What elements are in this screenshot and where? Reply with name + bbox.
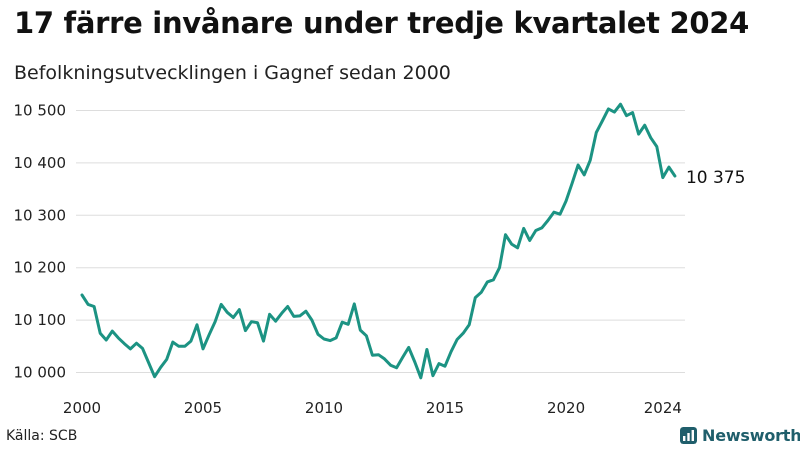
gridlines <box>76 109 685 374</box>
chart-title: 17 färre invånare under tredje kvartalet… <box>14 6 750 40</box>
x-tick-label: 2020 <box>547 399 585 417</box>
x-axis-ticks: 2000 2005 2010 2015 2020 2024 <box>63 399 682 417</box>
x-tick-label: 2000 <box>63 399 101 417</box>
y-tick-label: 10 200 <box>14 259 67 277</box>
y-tick-label: 10 500 <box>14 101 67 119</box>
brand-name: Newsworthy <box>702 426 800 445</box>
series-line <box>80 102 677 380</box>
x-tick-label: 2005 <box>184 399 222 417</box>
y-tick-label: 10 400 <box>14 154 67 172</box>
brand-logo[interactable]: Newsworthy <box>680 426 800 445</box>
end-value-label: 10 375 <box>686 168 745 188</box>
end-label-layer: 10 375 <box>686 168 745 188</box>
y-tick-label: 10 300 <box>14 206 67 224</box>
x-tick-label: 2015 <box>426 399 464 417</box>
y-axis-ticks: 10 000 10 100 10 200 10 300 10 400 10 500 <box>14 101 67 381</box>
y-tick-label: 10 000 <box>14 364 67 382</box>
series-layer <box>80 102 677 380</box>
y-tick-label: 10 100 <box>14 311 67 329</box>
x-tick-label: 2024 <box>644 399 682 417</box>
x-tick-label: 2010 <box>305 399 343 417</box>
source-note: Källa: SCB <box>6 428 78 444</box>
newsworthy-logo-icon <box>680 427 697 444</box>
chart-subtitle: Befolkningsutvecklingen i Gagnef sedan 2… <box>14 62 451 84</box>
